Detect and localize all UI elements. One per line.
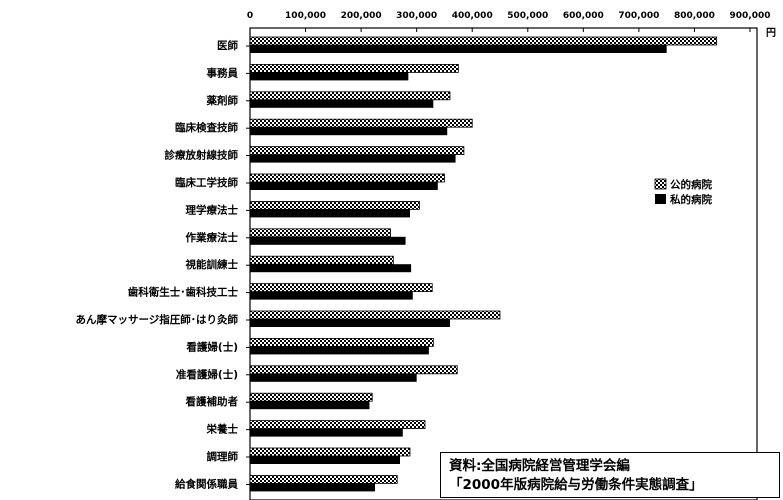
bar-public	[249, 310, 501, 320]
bar-private	[250, 236, 406, 245]
category-label: 歯科衛生士･歯科技工士	[128, 286, 239, 299]
category-label: 准看護婦(士)	[176, 368, 238, 381]
bar-private	[250, 428, 403, 437]
x-tick-label: 600,000	[563, 11, 604, 21]
x-tick-label: 900,000	[730, 11, 771, 21]
x-tick-label: 400,000	[452, 11, 493, 21]
source-note: 資料:全国病院経営管理学会編 「2000年版病院給与労働条件実態調査」	[440, 452, 780, 498]
bar-private	[250, 209, 410, 218]
bar-private	[250, 373, 417, 382]
bar-public	[249, 283, 433, 293]
category-labels: 医師事務員薬剤師臨床検査技師診療放射線技師臨床工学技師理学療法士作業療法士視能訓…	[75, 39, 250, 490]
x-axis-ticks	[249, 28, 751, 32]
unit-label: 円	[766, 27, 776, 39]
bar-private	[250, 483, 375, 492]
category-label: 薬剤師	[206, 94, 239, 107]
bar-public	[249, 36, 718, 46]
legend-swatch-private	[655, 194, 666, 204]
category-label: 事務員	[207, 66, 239, 79]
bar-private	[250, 99, 434, 108]
x-tick-label: 300,000	[396, 11, 437, 21]
x-tick-label: 500,000	[507, 11, 548, 21]
bar-public	[249, 365, 458, 375]
bar-public	[249, 392, 373, 402]
bar-public	[249, 420, 426, 430]
bar-public	[249, 173, 445, 183]
legend-swatch-public	[654, 178, 667, 190]
category-label: 栄養士	[206, 423, 239, 436]
bar-public	[249, 91, 451, 101]
legend-label-public: 公的病院	[670, 178, 712, 191]
category-label: 視能訓練士	[185, 258, 239, 271]
category-label: 調理師	[207, 450, 239, 463]
bar-public	[249, 64, 459, 73]
bar-public	[249, 146, 465, 156]
bar-private	[250, 45, 667, 53]
x-tick-label: 200,000	[341, 11, 382, 21]
category-label: 給食関係職員	[175, 477, 238, 490]
bar-private	[250, 72, 409, 81]
category-label: 理学療法士	[186, 203, 239, 216]
x-axis-tick-labels: 0 100,000 200,000 300,000 400,000 500,000 600,…	[247, 11, 771, 21]
bar-public	[249, 200, 420, 210]
bar-private	[250, 319, 450, 327]
category-label: 看護婦(士)	[186, 340, 238, 353]
bar-public	[249, 255, 394, 265]
legend: 公的病院 私的病院	[654, 178, 712, 206]
bar-public	[249, 228, 391, 238]
x-tick-label: 800,000	[674, 11, 715, 21]
category-label: 作業療法士	[186, 231, 239, 244]
category-label: 診療放射線技師	[165, 149, 239, 162]
legend-label-private: 私的病院	[669, 193, 712, 206]
bar-private	[250, 127, 448, 136]
bar-public	[249, 337, 434, 347]
bars	[249, 36, 718, 492]
category-label: 看護補助者	[186, 395, 239, 408]
source-note-line1: 資料:全国病院経営管理学会編	[449, 458, 630, 474]
bar-private	[250, 456, 400, 464]
x-tick-label: 0	[247, 11, 253, 21]
bar-private	[250, 154, 456, 163]
bar-private	[250, 291, 413, 300]
x-tick-label: 700,000	[618, 11, 659, 21]
bar-private	[250, 182, 438, 190]
bar-public	[249, 474, 398, 484]
bar-private	[250, 346, 429, 355]
bar-public	[249, 118, 473, 128]
category-label: あん摩マッサージ指圧師･はり灸師	[75, 313, 238, 326]
category-label: 臨床検査技師	[175, 121, 238, 134]
x-tick-label: 100,000	[285, 11, 326, 21]
category-label: 医師	[217, 39, 238, 52]
bar-private	[250, 264, 412, 273]
bar-private	[250, 401, 370, 410]
source-note-line2: 「2000年版病院給与労働条件実態調査」	[449, 477, 703, 493]
category-label: 臨床工学技師	[175, 176, 238, 189]
bar-public	[249, 447, 411, 457]
